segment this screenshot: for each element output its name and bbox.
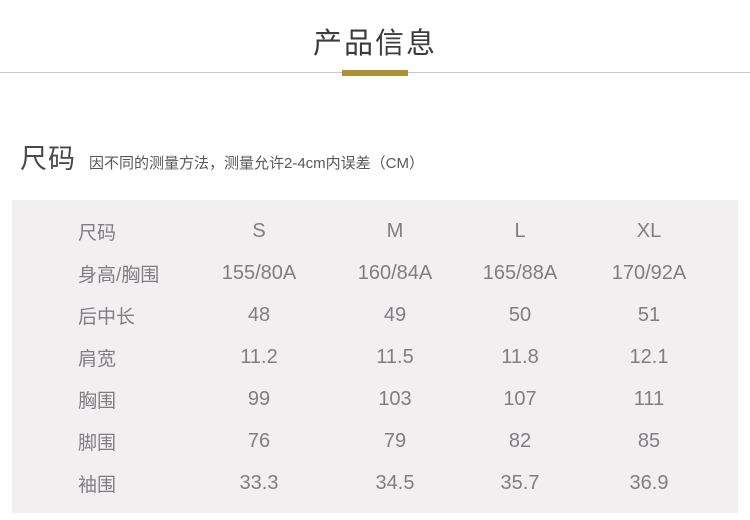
cell-value: S bbox=[252, 219, 266, 242]
row-label: 肩宽 bbox=[78, 348, 117, 370]
cell-value: 103 bbox=[378, 387, 412, 410]
size-table-header-row: 尺码 S M L XL bbox=[12, 210, 738, 252]
row-label: 身高/胸围 bbox=[78, 264, 160, 286]
page-header: 产品信息 bbox=[0, 0, 750, 76]
cell-value: 33.3 bbox=[239, 471, 279, 494]
cell-value: 107 bbox=[503, 387, 537, 410]
cell-value: L bbox=[514, 219, 526, 242]
row-label: 袖围 bbox=[78, 474, 117, 496]
size-table-panel: 尺码 S M L XL 身高/胸围 155/80A 160/84A 165/88A 170/92A… bbox=[12, 200, 738, 513]
cell-value: 11.8 bbox=[501, 345, 539, 368]
cell-value: 99 bbox=[247, 387, 271, 410]
size-table-body: 尺码 S M L XL 身高/胸围 155/80A 160/84A 165/88A 170/92A… bbox=[12, 210, 738, 504]
cell-value: 34.5 bbox=[375, 471, 415, 494]
cell-value: 48 bbox=[247, 303, 271, 326]
cell-value: 11.5 bbox=[376, 345, 414, 368]
size-table: 尺码 S M L XL 身高/胸围 155/80A 160/84A 165/88A 170/92A… bbox=[12, 210, 738, 504]
cell-value: 76 bbox=[247, 429, 271, 452]
cell-value: M bbox=[386, 219, 404, 242]
size-section-note: 因不同的测量方法，测量允许2-4cm内误差（CM） bbox=[89, 155, 425, 172]
size-table-row: 胸围 99 103 107 111 bbox=[12, 378, 738, 420]
row-label: 后中长 bbox=[78, 306, 136, 328]
cell-value: 111 bbox=[633, 387, 665, 410]
size-section-header: 尺码 因不同的测量方法，测量允许2-4cm内误差（CM） bbox=[20, 137, 750, 176]
size-section-title: 尺码 bbox=[20, 144, 76, 174]
cell-value: 11.2 bbox=[240, 345, 278, 368]
cell-value: XL bbox=[636, 219, 662, 242]
cell-value: 36.9 bbox=[629, 471, 669, 494]
cell-value: 12.1 bbox=[629, 345, 669, 368]
size-table-row: 后中长 48 49 50 51 bbox=[12, 294, 738, 336]
size-table-row: 身高/胸围 155/80A 160/84A 165/88A 170/92A bbox=[12, 252, 738, 294]
cell-value: 79 bbox=[383, 429, 407, 452]
title-accent-bar bbox=[342, 69, 408, 76]
cell-value: 170/92A bbox=[611, 261, 687, 284]
cell-value: 155/80A bbox=[221, 261, 297, 284]
row-label: 胸围 bbox=[78, 390, 117, 412]
row-label: 尺码 bbox=[78, 222, 117, 244]
title-divider bbox=[0, 69, 750, 76]
row-label: 脚围 bbox=[78, 432, 117, 454]
cell-value: 165/88A bbox=[482, 261, 558, 284]
cell-value: 35.7 bbox=[500, 471, 540, 494]
page-title: 产品信息 bbox=[312, 28, 437, 60]
cell-value: 49 bbox=[383, 303, 407, 326]
size-table-row: 袖围 33.3 34.5 35.7 36.9 bbox=[12, 462, 738, 504]
size-table-row: 肩宽 11.2 11.5 11.8 12.1 bbox=[12, 336, 738, 378]
size-table-row: 脚围 76 79 82 85 bbox=[12, 420, 738, 462]
cell-value: 160/84A bbox=[357, 261, 433, 284]
cell-value: 50 bbox=[508, 303, 532, 326]
cell-value: 82 bbox=[508, 429, 532, 452]
cell-value: 51 bbox=[637, 303, 661, 326]
cell-value: 85 bbox=[637, 429, 661, 452]
